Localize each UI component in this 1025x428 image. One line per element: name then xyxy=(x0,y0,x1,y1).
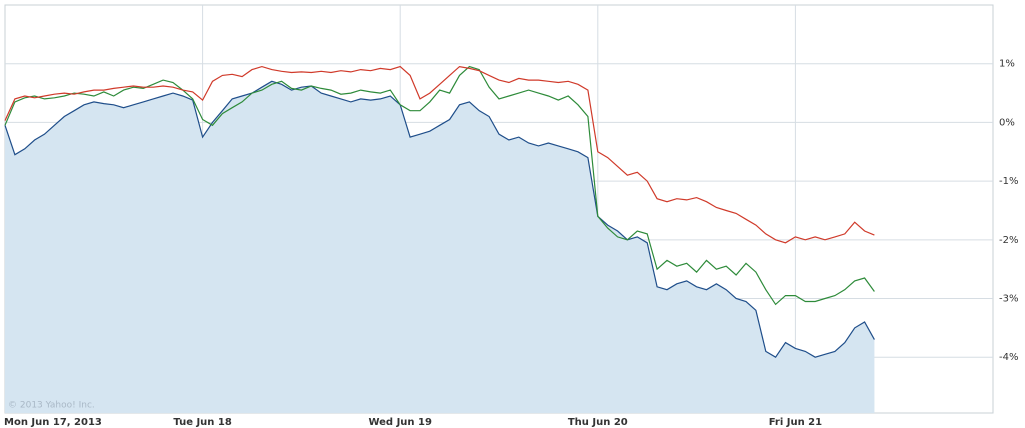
x-tick-label: Thu Jun 20 xyxy=(568,417,628,428)
area xyxy=(5,81,875,414)
y-tick-label: -1% xyxy=(999,176,1018,187)
x-tick-label: Tue Jun 18 xyxy=(173,417,232,428)
y-tick-label: 1% xyxy=(999,59,1015,70)
x-tick-label: Wed Jun 19 xyxy=(368,417,431,428)
y-tick-label: -4% xyxy=(999,352,1018,363)
line xyxy=(4,65,875,306)
watermark: © 2013 Yahoo! Inc. xyxy=(8,401,95,411)
line xyxy=(4,65,875,244)
marks xyxy=(4,65,875,414)
y-tick-label: -2% xyxy=(999,235,1018,246)
line xyxy=(4,80,875,359)
x-tick-label: Fri Jun 21 xyxy=(769,417,822,428)
x-tick-label: Mon Jun 17, 2013 xyxy=(4,417,102,428)
y-tick-label: 0% xyxy=(999,117,1015,128)
y-tick-label: -3% xyxy=(999,294,1018,305)
